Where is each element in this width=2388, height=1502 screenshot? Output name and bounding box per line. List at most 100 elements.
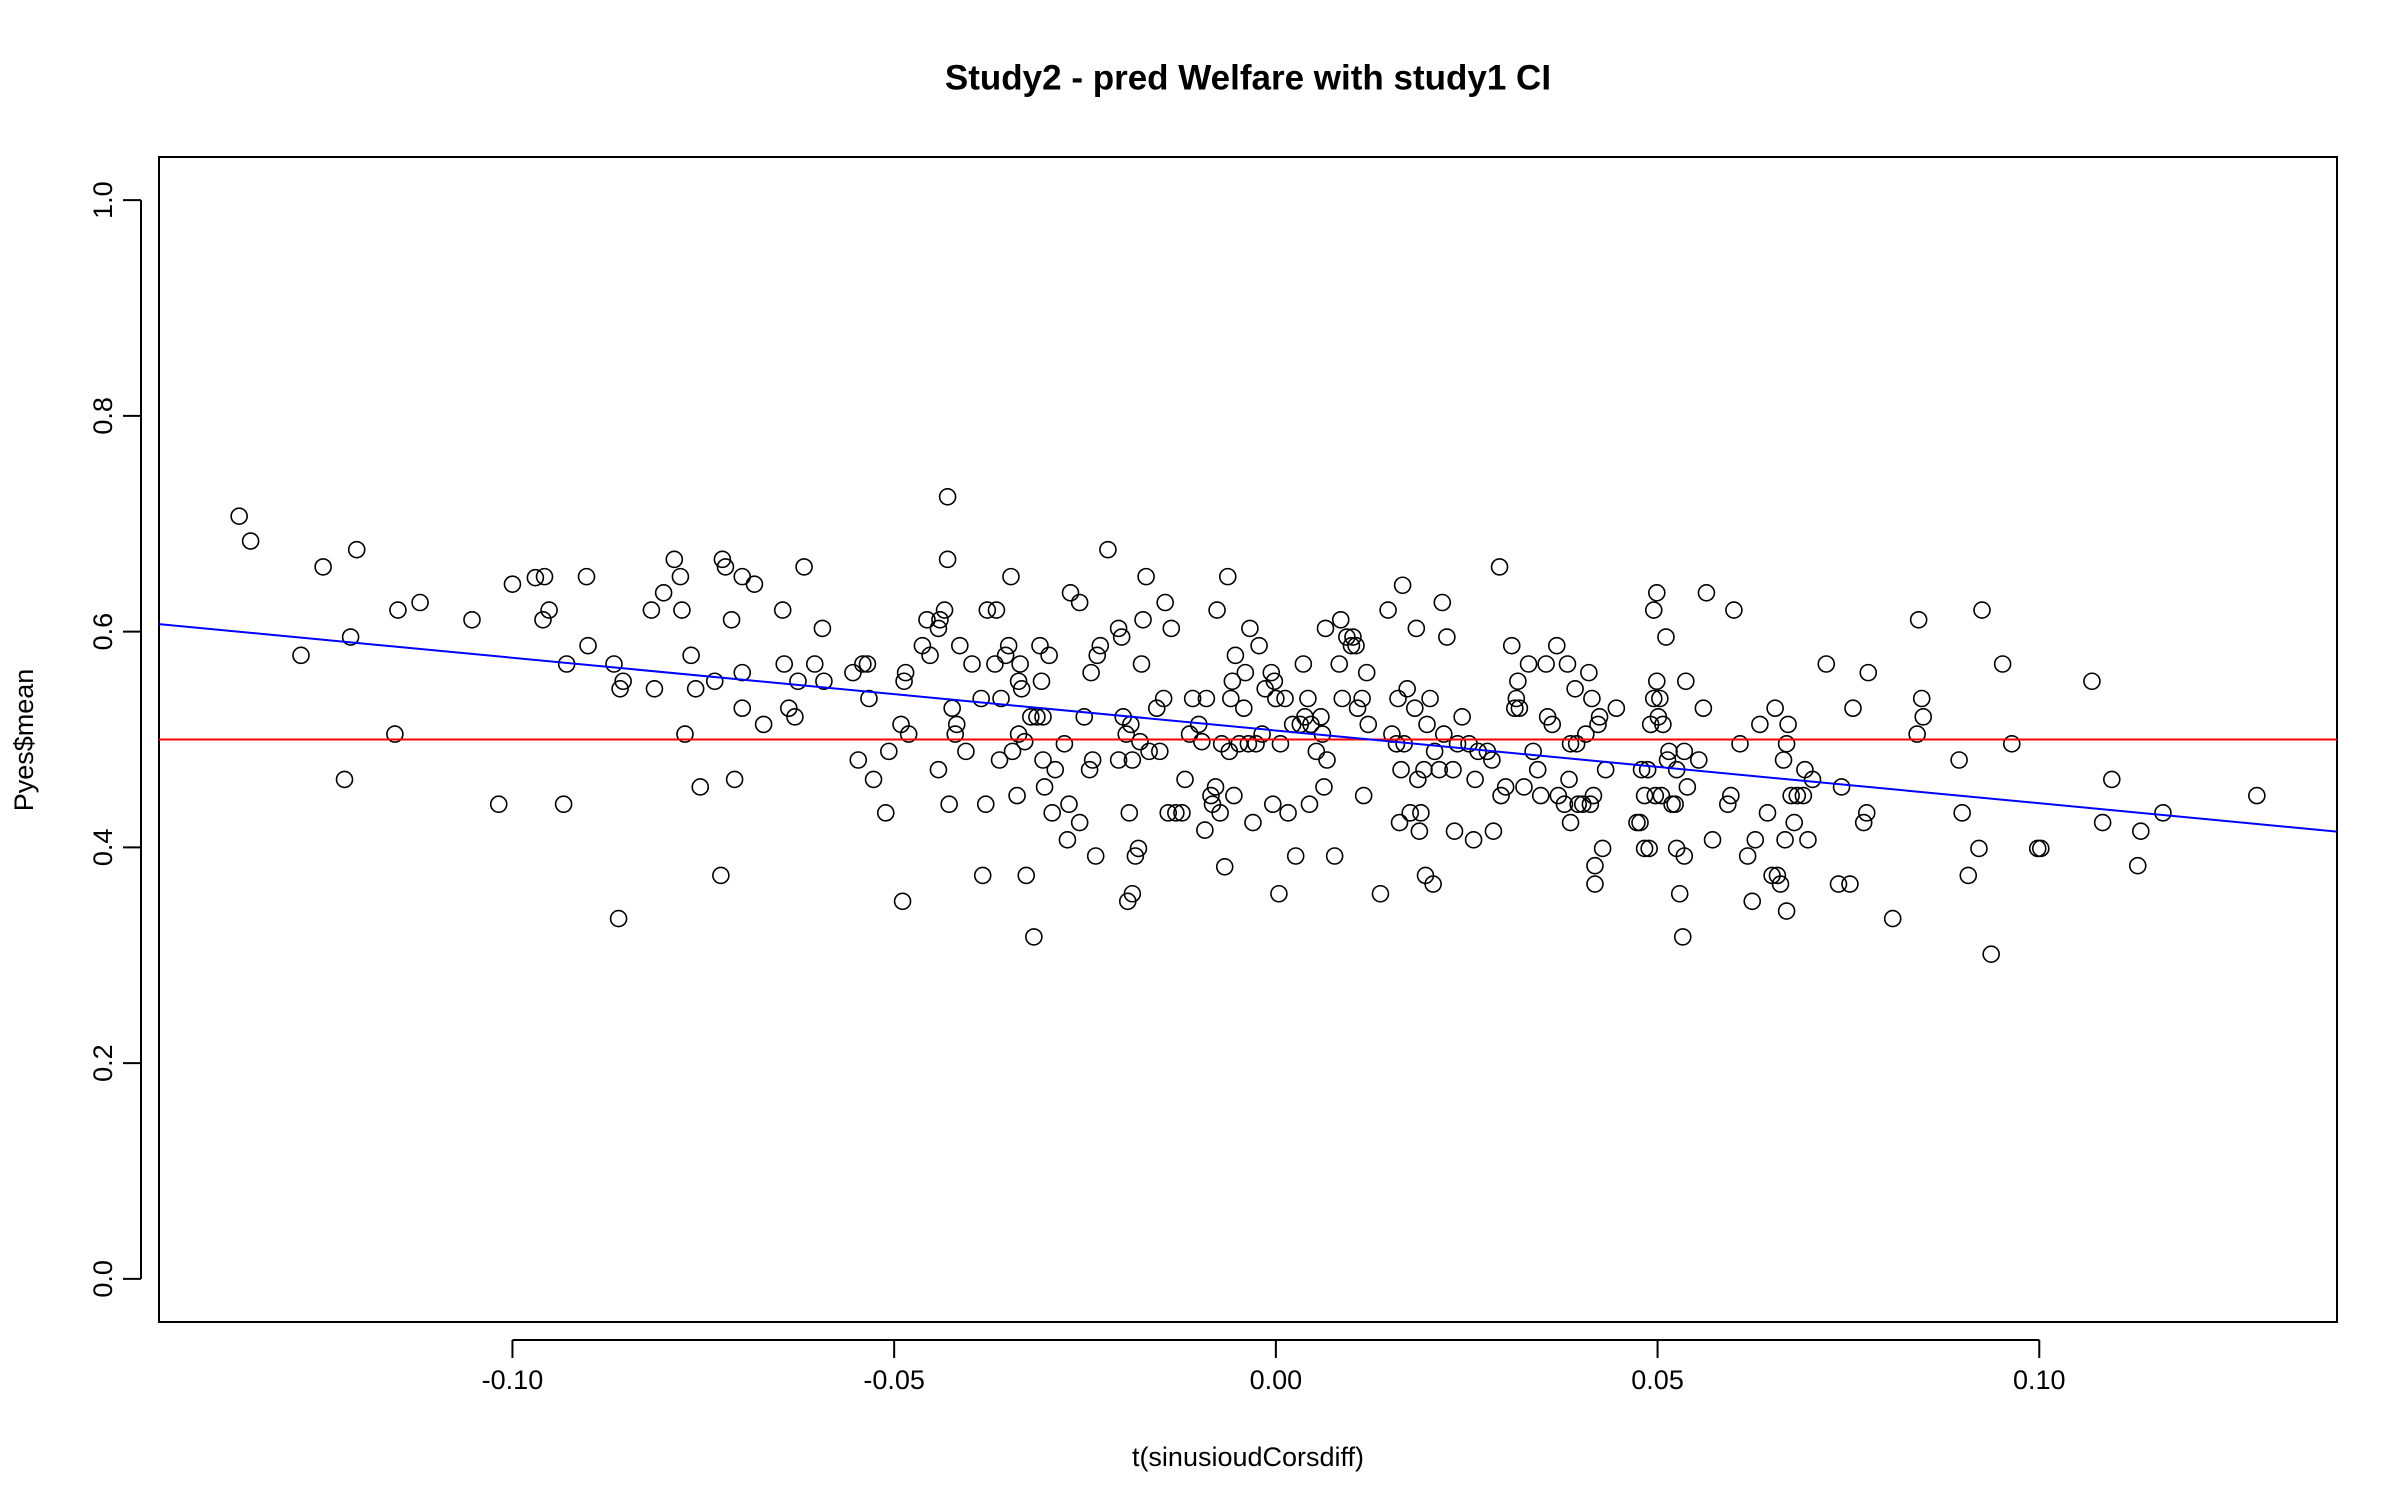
point bbox=[1250, 636, 1268, 655]
point bbox=[1515, 778, 1533, 796]
point bbox=[1648, 583, 1666, 602]
point bbox=[1586, 875, 1604, 893]
point bbox=[1112, 628, 1131, 646]
point bbox=[292, 646, 310, 665]
point bbox=[526, 568, 545, 587]
point bbox=[1731, 735, 1749, 753]
point bbox=[1132, 655, 1151, 673]
point bbox=[1058, 831, 1077, 849]
point bbox=[1265, 672, 1284, 691]
point bbox=[754, 715, 773, 734]
point bbox=[1444, 760, 1462, 779]
point bbox=[1697, 583, 1716, 602]
point bbox=[1593, 839, 1612, 858]
point bbox=[1883, 909, 1902, 928]
point bbox=[1193, 732, 1211, 751]
point bbox=[1677, 672, 1695, 691]
point bbox=[1070, 813, 1089, 832]
point bbox=[1109, 619, 1128, 638]
point bbox=[1973, 601, 1991, 619]
point bbox=[1632, 760, 1651, 779]
point bbox=[1580, 663, 1598, 682]
point bbox=[1264, 795, 1282, 814]
point bbox=[795, 558, 813, 576]
point bbox=[1970, 839, 1988, 858]
point bbox=[775, 655, 794, 673]
point bbox=[489, 795, 508, 814]
point bbox=[1673, 928, 1692, 946]
point bbox=[1271, 735, 1290, 753]
point bbox=[1448, 735, 1467, 753]
point bbox=[1390, 813, 1409, 832]
point bbox=[947, 715, 966, 734]
point bbox=[1453, 708, 1471, 726]
point bbox=[1510, 699, 1529, 718]
point bbox=[1061, 583, 1080, 602]
point bbox=[1357, 663, 1376, 682]
point bbox=[230, 507, 248, 526]
point bbox=[605, 655, 623, 673]
point bbox=[1567, 735, 1586, 753]
point bbox=[503, 575, 522, 593]
point bbox=[2083, 672, 2101, 691]
point bbox=[716, 558, 735, 576]
point bbox=[805, 655, 824, 673]
point bbox=[1156, 593, 1174, 612]
point bbox=[1406, 699, 1424, 718]
point bbox=[849, 751, 868, 769]
point bbox=[1438, 628, 1456, 646]
point bbox=[1589, 715, 1607, 734]
point bbox=[951, 636, 969, 655]
point bbox=[1215, 857, 1234, 876]
point bbox=[1558, 655, 1577, 673]
point bbox=[389, 601, 407, 619]
point bbox=[1648, 672, 1666, 691]
point bbox=[1464, 831, 1483, 849]
point bbox=[976, 795, 995, 814]
point bbox=[2248, 786, 2266, 805]
y-tick-label: 0.8 bbox=[88, 397, 118, 435]
point bbox=[725, 770, 744, 789]
point bbox=[1239, 735, 1258, 753]
point bbox=[1211, 804, 1229, 822]
point bbox=[1635, 839, 1654, 858]
point bbox=[1025, 928, 1043, 946]
point bbox=[1779, 715, 1797, 734]
point bbox=[577, 567, 596, 586]
point bbox=[540, 601, 558, 619]
point bbox=[1055, 735, 1074, 753]
point bbox=[1342, 636, 1361, 655]
point bbox=[1080, 760, 1099, 779]
point bbox=[1640, 839, 1658, 858]
point bbox=[1003, 742, 1022, 761]
point bbox=[2031, 839, 2050, 858]
point bbox=[1675, 742, 1694, 761]
point bbox=[1392, 760, 1410, 779]
point bbox=[1407, 619, 1426, 638]
point bbox=[1034, 751, 1052, 769]
point bbox=[893, 892, 912, 911]
x-tick-label: 0.10 bbox=[2013, 1365, 2066, 1395]
point bbox=[671, 567, 690, 586]
point bbox=[1022, 708, 1040, 726]
point bbox=[780, 699, 798, 718]
point bbox=[1223, 672, 1242, 691]
point bbox=[1561, 735, 1580, 753]
point bbox=[1584, 786, 1603, 805]
point bbox=[1286, 847, 1305, 865]
point bbox=[1088, 646, 1107, 665]
point bbox=[1253, 725, 1271, 743]
point bbox=[858, 655, 877, 673]
point bbox=[1982, 945, 2000, 963]
point bbox=[1774, 751, 1793, 769]
point bbox=[1509, 672, 1527, 691]
point bbox=[1270, 884, 1288, 903]
point bbox=[1993, 655, 2012, 673]
point bbox=[1524, 742, 1542, 761]
point bbox=[1236, 663, 1255, 682]
point bbox=[1206, 778, 1225, 796]
point bbox=[1307, 742, 1326, 761]
point bbox=[938, 550, 957, 569]
point bbox=[665, 550, 684, 569]
